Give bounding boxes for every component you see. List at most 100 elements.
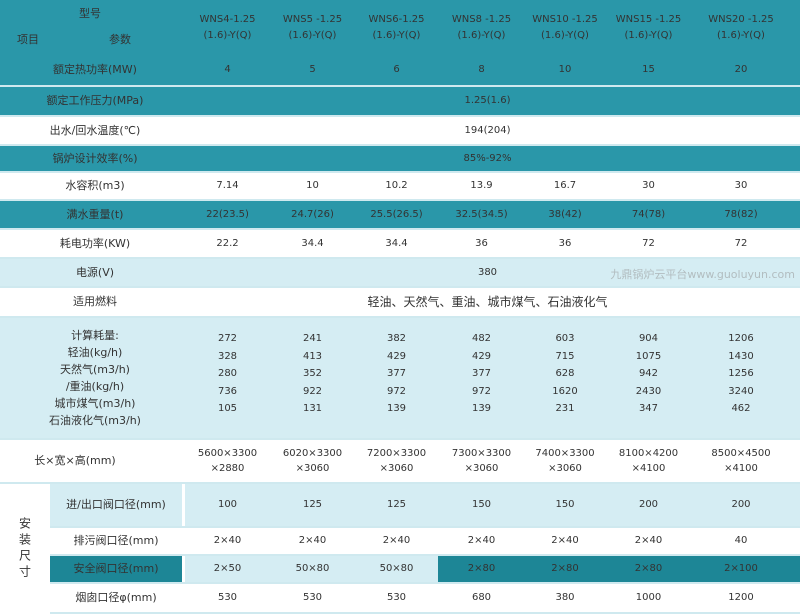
row-value: 8100×4200 ×4100 [618, 447, 679, 475]
row-label: 水容积(m3) [65, 179, 125, 193]
row-label: 出水/回水温度(℃) [49, 123, 141, 137]
row-value: 72 [642, 237, 655, 249]
row-value: 2×80 [438, 556, 525, 582]
row-value: 36 [558, 237, 572, 249]
row-value: 74(78) [631, 208, 666, 220]
row-value: 30 [734, 180, 748, 192]
row-value: 125 [270, 484, 355, 526]
row-value: 8500×4500 ×4100 [711, 447, 771, 475]
row-label: 长×宽×高(mm) [34, 454, 116, 468]
row-value: 382 429 377 972 139 [386, 333, 407, 414]
model-header-cell: WNS10 -1.25 (1.6)-Y(Q) [532, 14, 598, 41]
row-label: 计算耗量: 轻油(kg/h) 天然气(m3/h) /重油(kg/h) 城市煤气(… [49, 328, 141, 428]
row-value: 200 [605, 484, 692, 526]
row-value: 603 715 628 1620 231 [552, 333, 578, 414]
row-value: 15 [642, 64, 655, 76]
table-row: 电源(V) 380 [0, 259, 800, 288]
row-value: 16.7 [553, 180, 577, 192]
row-value: 50×80 [355, 556, 438, 582]
row-value: 34.4 [385, 237, 408, 249]
row-value: 2×50 [185, 556, 270, 582]
row-label: 进/出口阀口径(mm) [50, 484, 182, 526]
row-value: 272 328 280 736 105 [217, 333, 238, 414]
row-label: 额定工作压力(MPa) [46, 94, 144, 108]
row-value: 5 [309, 64, 316, 76]
row-value: 1000 [635, 592, 662, 604]
row-value: 100 [185, 484, 270, 526]
row-label: 耗电功率(KW) [59, 236, 131, 250]
row-value: 50×80 [270, 556, 355, 582]
row-value: 30 [642, 180, 655, 192]
row-value: 85%-92% [463, 152, 512, 164]
row-label: 电源(V) [75, 265, 115, 279]
row-value: 24.7(26) [291, 208, 334, 220]
row-value: 4 [224, 64, 231, 76]
row-value: 72 [734, 237, 748, 249]
row-value: 13.9 [470, 180, 493, 192]
row-value: 2×40 [213, 535, 242, 547]
row-value: 2×40 [634, 535, 663, 547]
row-value: 482 429 377 972 139 [471, 333, 492, 414]
row-value: 36 [475, 237, 488, 249]
row-label: 安全阀口径(mm) [50, 556, 182, 582]
model-header-cell: WNS5 -1.25 (1.6)-Y(Q) [282, 14, 343, 41]
table-row: 烟囱口径φ(mm) 530 530 530 680 380 1000 1200 [0, 584, 800, 614]
model-header-cell: WNS15 -1.25 (1.6)-Y(Q) [615, 14, 682, 41]
table-row: 长×宽×高(mm) 5600×3300 ×2880 6020×3300 ×3060 7… [0, 440, 800, 484]
row-value: 241 413 352 922 131 [302, 333, 323, 414]
table-row: 水容积(m3) 7.14 10 10.2 13.9 16.7 30 30 [0, 173, 800, 201]
table-row: 适用燃料 轻油、天然气、重油、城市煤气、石油液化气 [0, 288, 800, 318]
row-value: 7200×3300 ×3060 [366, 447, 427, 475]
watermark: 九鼎锅炉云平台www.guoluyun.com [610, 267, 795, 281]
row-value: 22(23.5) [206, 208, 249, 220]
row-value: 8 [478, 64, 485, 76]
row-label: 满水重量(t) [66, 207, 124, 221]
row-value: 6 [393, 64, 400, 76]
row-value: 380 [477, 266, 498, 278]
row-value: 20 [734, 64, 748, 76]
row-fill [790, 484, 800, 526]
row-value: 125 [355, 484, 438, 526]
row-value: 1.25(1.6) [464, 95, 511, 107]
row-value: 194(204) [464, 124, 511, 136]
row-value: 2×80 [605, 556, 692, 582]
row-label: 适用燃料 [73, 295, 117, 309]
row-value: 10 [306, 180, 319, 192]
model-header-cell: WNS8 -1.25 (1.6)-Y(Q) [451, 14, 512, 41]
table-row: 满水重量(t) 22(23.5) 24.7(26) 25.5(26.5) 32.5(34… [0, 201, 800, 230]
row-value: 34.4 [301, 237, 324, 249]
row-value: 7300×3300 ×3060 [451, 447, 512, 475]
table-row: 计算耗量: 轻油(kg/h) 天然气(m3/h) /重油(kg/h) 城市煤气(… [0, 318, 800, 440]
row-value: 150 [438, 484, 525, 526]
row-value: 7.14 [216, 180, 239, 192]
row-label: 额定热功率(MW) [53, 63, 137, 77]
row-value: 22.2 [216, 237, 239, 249]
row-label: 烟囱口径φ(mm) [75, 591, 157, 605]
row-value: 380 [555, 592, 575, 604]
row-value: 1200 [728, 592, 754, 604]
row-fill [790, 556, 800, 582]
row-value: 10.2 [385, 180, 408, 192]
row-value: 530 [386, 592, 407, 604]
row-value: 6020×3300 ×3060 [282, 447, 343, 475]
row-value: 38(42) [548, 208, 582, 220]
model-header-cell: WNS4-1.25 (1.6)-Y(Q) [199, 14, 256, 41]
row-value: 78(82) [724, 208, 758, 220]
row-value: 25.5(26.5) [370, 208, 423, 220]
row-value: 904 1075 942 2430 347 [635, 333, 662, 414]
install-dimensions-group-label: 安装尺寸 [0, 484, 50, 614]
table-row: 进/出口阀口径(mm) 100 125 125 150 150 200 200 [0, 484, 800, 528]
model-header-cell: WNS20 -1.25 (1.6)-Y(Q) [708, 14, 774, 41]
row-value: 7400×3300 ×3060 [535, 447, 595, 475]
row-value: 10 [558, 64, 572, 76]
table-row: 排污阀口径(mm) 2×40 2×40 2×40 2×40 2×40 2×40 40 [0, 528, 800, 556]
header-row: 型号 项目 参数 WNS4-1.25 (1.6)-Y(Q) WNS5 -1.25 … [0, 0, 800, 55]
row-value: 2×80 [525, 556, 605, 582]
table-row: 锅炉设计效率(%) 85%-92% [0, 146, 800, 173]
item-label: 项目 [17, 33, 39, 47]
row-value: 150 [525, 484, 605, 526]
row-value: 2×100 [692, 556, 790, 582]
row-value: 1206 1430 1256 3240 462 [728, 333, 754, 414]
row-value: 2×40 [551, 535, 579, 547]
